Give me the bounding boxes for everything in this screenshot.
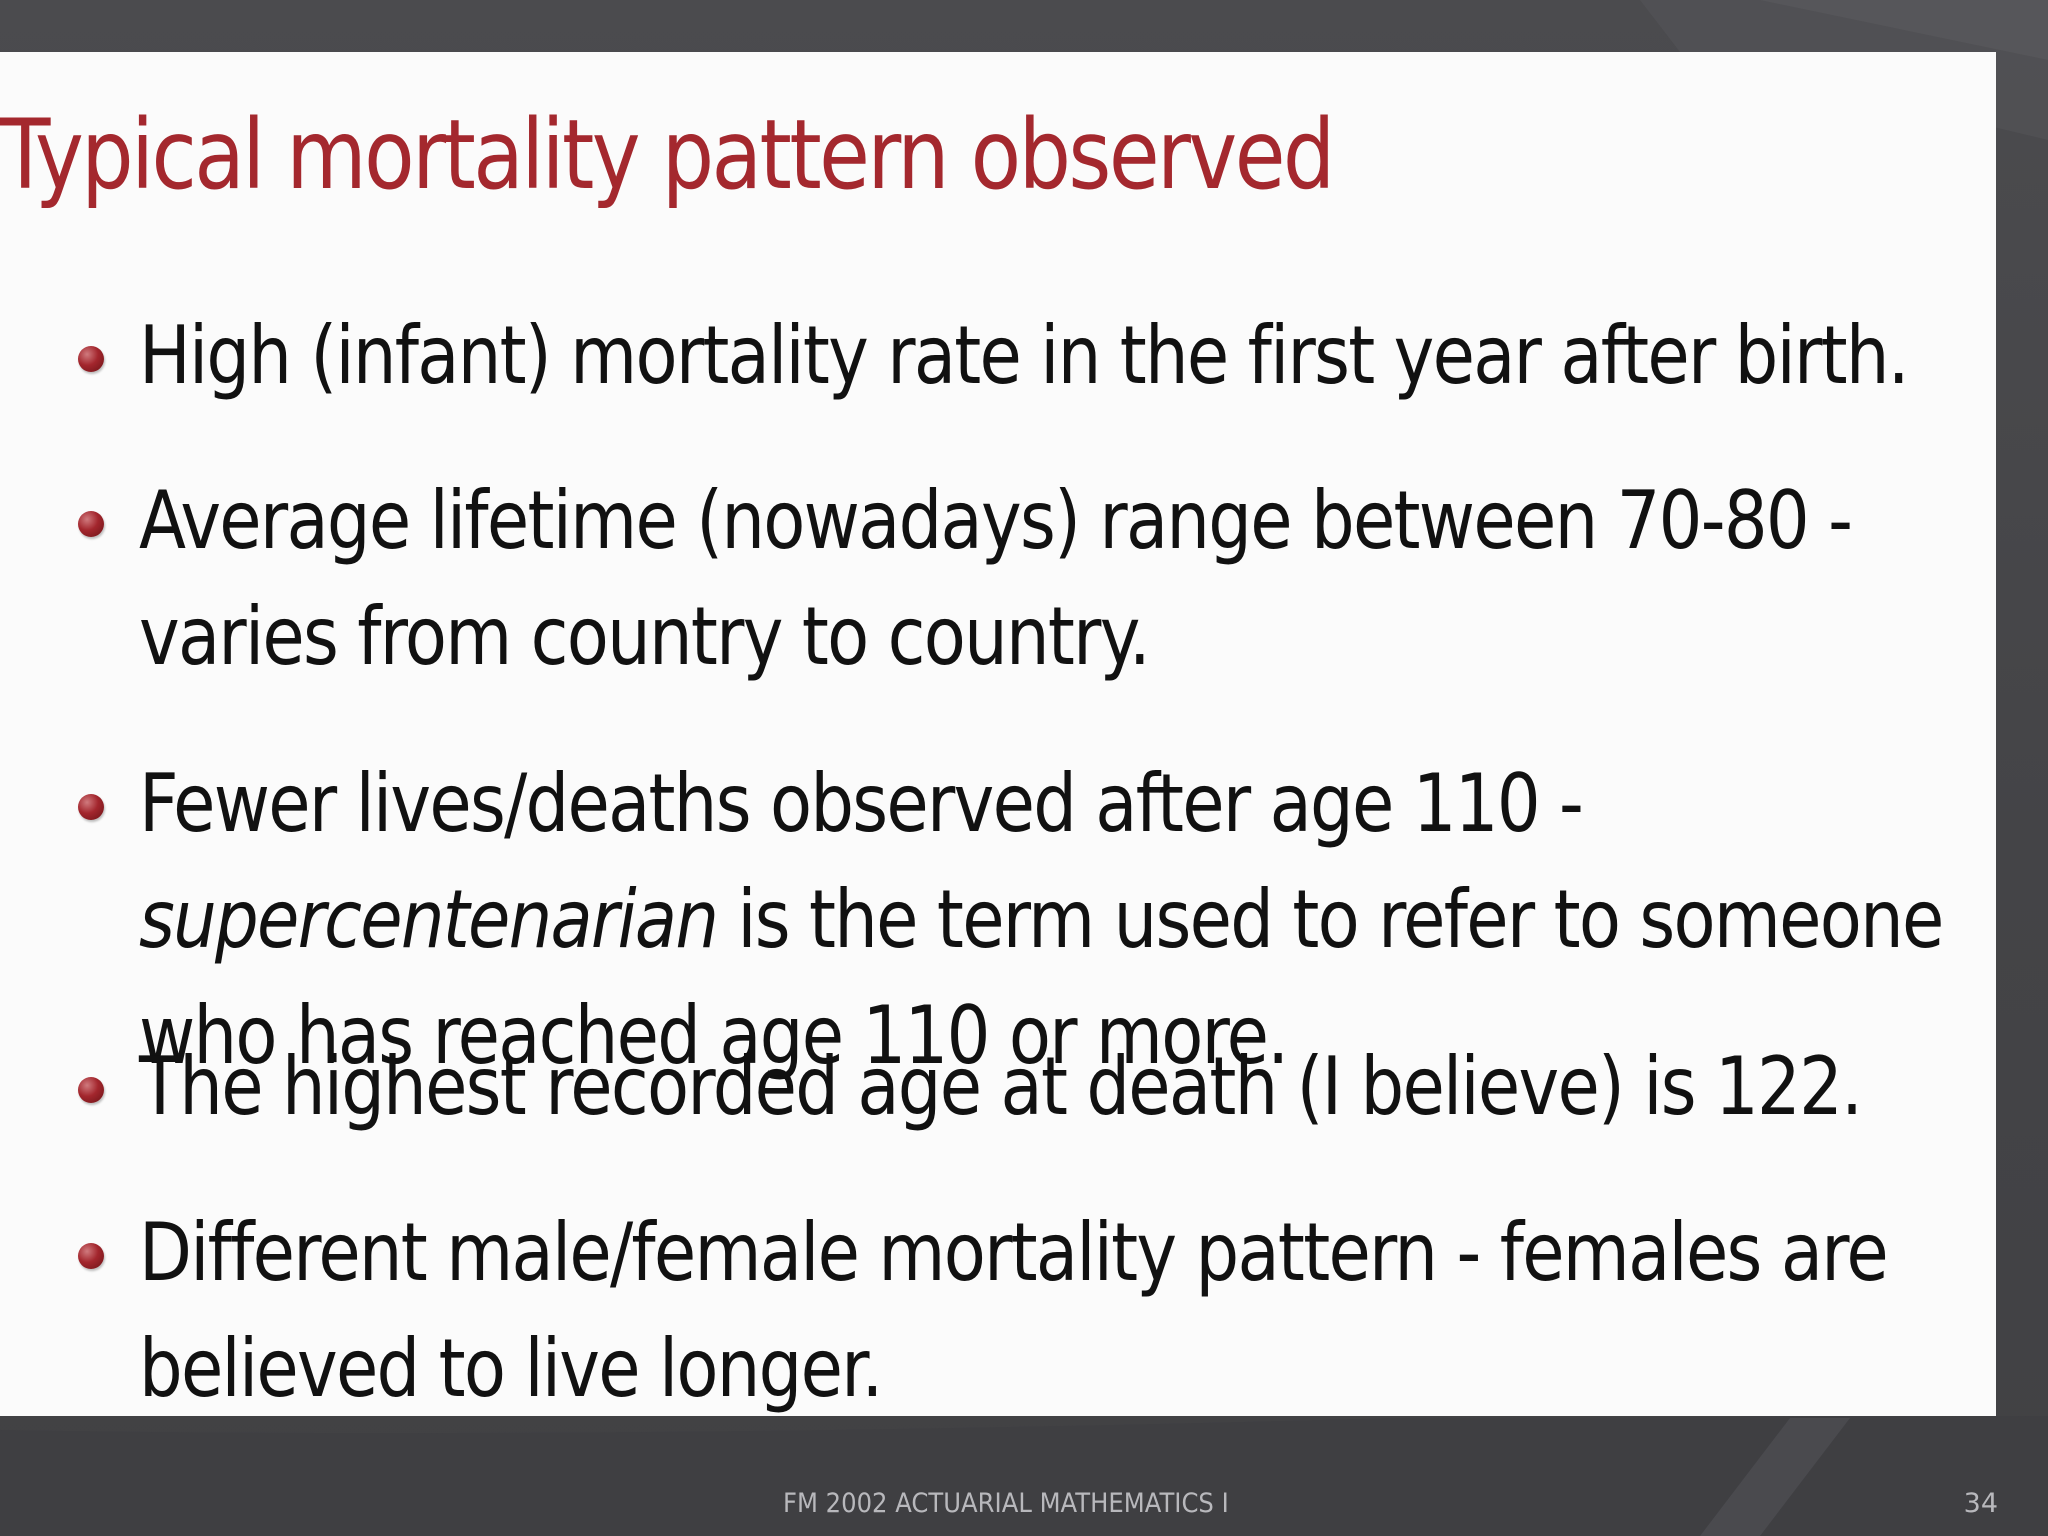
bullet-text: High (infant) mortality rate in the firs… bbox=[139, 309, 1910, 402]
bullet-dot-icon bbox=[78, 1243, 104, 1269]
slide-content: Typical mortality pattern observed High … bbox=[0, 52, 1996, 1416]
slide-title: Typical mortality pattern observed bbox=[0, 99, 1335, 211]
bullet-dot-icon bbox=[78, 346, 104, 372]
bullet-text: Fewer lives/deaths observed after age 11… bbox=[139, 746, 1971, 1094]
bullet-text: Average lifetime (nowadays) range betwee… bbox=[139, 474, 1853, 683]
footer-course-title: FM 2002 ACTUARIAL MATHEMATICS I bbox=[783, 1488, 1229, 1519]
bullet-text-part: Fewer lives/deaths observed after age 11… bbox=[139, 757, 1584, 850]
bullet-text-part: is the term used to refer to someone who… bbox=[139, 873, 1944, 1082]
bullet-dot-icon bbox=[78, 1077, 104, 1103]
bullet-dot-icon bbox=[78, 794, 104, 820]
bullet-text: Different male/female mortality pattern … bbox=[139, 1206, 1889, 1415]
bullet-dot-icon bbox=[78, 511, 104, 537]
bullet-text: The highest recorded age at death (I bel… bbox=[139, 1040, 1863, 1133]
page-number: 34 bbox=[1963, 1488, 1998, 1519]
emphasized-term: supercentenarian bbox=[139, 873, 719, 966]
